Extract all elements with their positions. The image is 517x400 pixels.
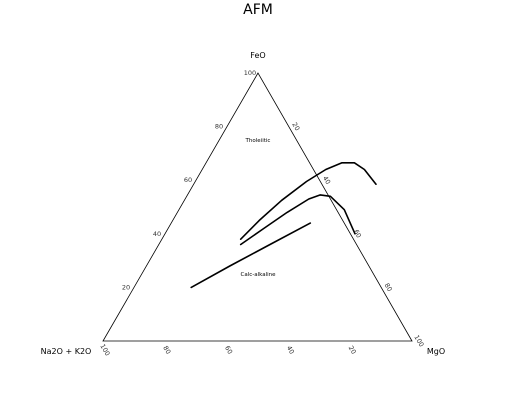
right-tick-label: 60 (352, 228, 363, 239)
vertex-label-alkali: Na2O + K2O (41, 347, 92, 356)
vertex-label-feo: FeO (250, 51, 265, 60)
chart-title: AFM (243, 2, 273, 18)
bottom-tick-label: 100 (98, 343, 111, 358)
region-label-tholeiitic: Tholeiitic (245, 138, 271, 144)
left-tick-label: 60 (184, 176, 192, 184)
left-tick-label: 40 (153, 230, 161, 238)
bottom-tick-label: 60 (223, 344, 234, 355)
region-label-calc-alkaline: Calc-alkaline (240, 272, 276, 278)
right-tick-label: 100 (412, 334, 425, 349)
vertex-label-mgo: MgO (427, 347, 445, 356)
boundary-curve-3 (190, 222, 312, 289)
boundary-curves (190, 162, 377, 289)
right-tick-label: 40 (321, 175, 332, 186)
left-tick-label: 20 (122, 283, 130, 291)
left-edge-ticks: 20 40 60 80 100 (122, 69, 256, 291)
boundary-curve-1 (239, 162, 377, 240)
right-tick-label: 20 (290, 121, 301, 132)
bottom-tick-label: 80 (161, 344, 172, 355)
bottom-tick-label: 40 (285, 344, 296, 355)
left-tick-label: 100 (244, 69, 256, 77)
ternary-triangle (102, 72, 413, 342)
right-tick-label: 80 (383, 282, 394, 293)
left-tick-label: 80 (215, 123, 223, 131)
bottom-tick-label: 20 (347, 344, 358, 355)
right-edge-ticks: 20 40 60 80 100 (290, 121, 425, 348)
bottom-edge-ticks: 100 80 60 40 20 (98, 343, 357, 358)
boundary-curve-2 (239, 194, 356, 246)
